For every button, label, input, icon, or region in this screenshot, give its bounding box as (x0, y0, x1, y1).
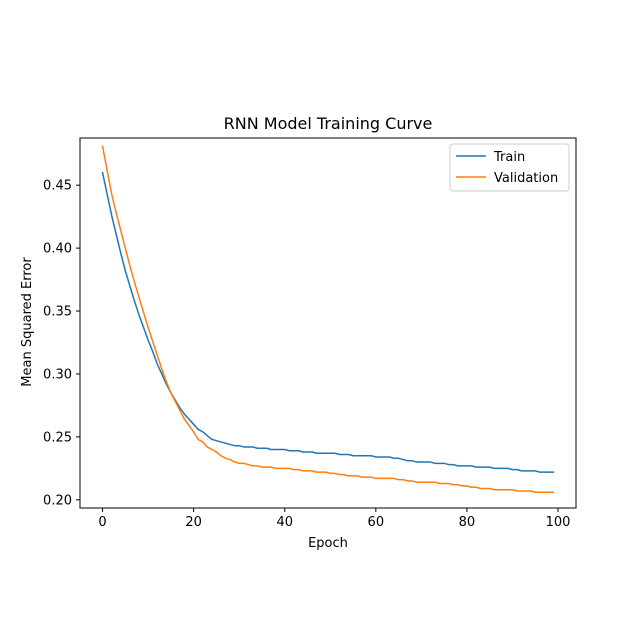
x-tick-label: 80 (459, 515, 476, 530)
y-axis-label: Mean Squared Error (20, 257, 35, 387)
series-lines (101, 145, 555, 494)
x-axis-label: Epoch (308, 536, 348, 551)
x-tick-label: 100 (546, 515, 571, 530)
chart-title: RNN Model Training Curve (224, 114, 433, 133)
legend: Train Validation (449, 143, 570, 192)
y-tick-label: 0.40 (43, 242, 72, 257)
plot-frame (79, 137, 577, 509)
x-tick-label: 0 (98, 515, 106, 530)
series-line-train (101, 171, 555, 473)
y-tick-label: 0.45 (43, 179, 72, 194)
y-tick-label: 0.30 (43, 367, 72, 382)
y-tick-label: 0.20 (43, 493, 72, 508)
x-tick-label: 20 (185, 515, 202, 530)
axis-ticks: 0 20 40 60 80 100 0.20 0.25 0.30 0.35 0.40 0.45 (43, 179, 570, 530)
legend-label-train: Train (493, 150, 525, 165)
y-tick-label: 0.35 (43, 305, 72, 320)
y-tick-label: 0.25 (43, 430, 72, 445)
legend-label-validation: Validation (494, 171, 558, 186)
series-line-validation (101, 145, 555, 494)
x-tick-label: 60 (368, 515, 385, 530)
x-tick-label: 40 (276, 515, 293, 530)
